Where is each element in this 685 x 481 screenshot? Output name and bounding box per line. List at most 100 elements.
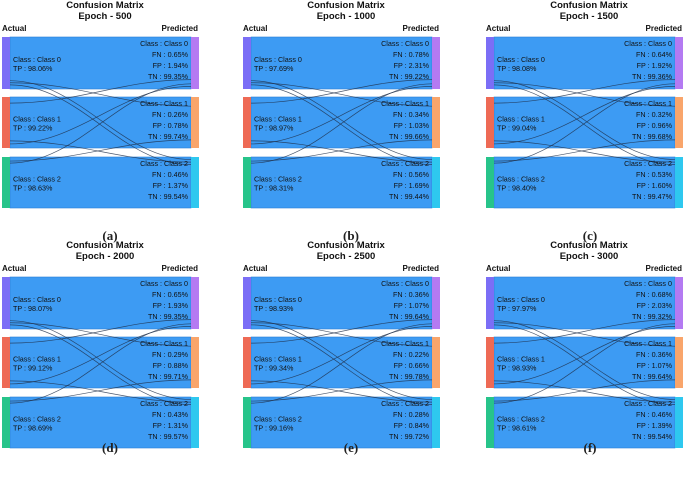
tn-value: TN : 99.57% [148, 432, 189, 441]
panel-caption: (f) [583, 440, 597, 455]
tn-value: TN : 99.54% [148, 192, 189, 201]
predicted-node-class-2 [675, 397, 683, 448]
tn-value: TN : 99.32% [632, 312, 673, 321]
fp-value: FP : 1.93% [153, 301, 189, 310]
predicted-node-class-0 [191, 37, 199, 89]
tn-value: TN : 99.64% [632, 372, 673, 381]
predicted-class-label: Class : Class 0 [140, 279, 188, 288]
fn-value: FN : 0.65% [152, 290, 189, 299]
predicted-node-class-1 [191, 337, 199, 388]
actual-class-label: Class : Class 2 [13, 175, 61, 184]
predicted-class-label: Class : Class 0 [624, 39, 672, 48]
fp-value: FP : 1.07% [637, 361, 673, 370]
chart-title: Confusion Matrix [550, 240, 628, 251]
predicted-class-label: Class : Class 1 [140, 339, 188, 348]
misclassification-link-2 [9, 319, 192, 344]
fp-value: FP : 1.31% [153, 421, 189, 430]
flow-band-class-2 [250, 156, 433, 209]
predicted-node-class-2 [432, 397, 440, 448]
tn-value: TN : 99.47% [632, 192, 673, 201]
actual-class-label: Class : Class 0 [254, 295, 302, 304]
flow-band-class-1 [9, 336, 192, 389]
tp-value: TP : 99.04% [497, 124, 537, 133]
chart-subtitle: Epoch - 3000 [560, 251, 619, 262]
fp-value: FP : 0.96% [637, 121, 673, 130]
actual-label: Actual [486, 264, 510, 273]
actual-class-label: Class : Class 2 [497, 175, 545, 184]
misclassification-link-2 [493, 319, 676, 344]
fp-value: FP : 0.78% [153, 121, 189, 130]
fn-value: FN : 0.43% [152, 410, 189, 419]
actual-node-class-1 [243, 97, 251, 148]
flow-band-class-2 [250, 396, 433, 449]
actual-class-label: Class : Class 2 [254, 415, 302, 424]
tp-value: TP : 99.12% [13, 364, 53, 373]
actual-node-class-0 [2, 277, 10, 329]
chart-title: Confusion Matrix [307, 0, 385, 11]
tn-value: TN : 99.66% [389, 132, 430, 141]
tp-value: TP : 98.93% [254, 304, 294, 313]
chart-subtitle: Epoch - 1000 [317, 11, 376, 22]
actual-class-label: Class : Class 2 [497, 415, 545, 424]
tp-value: TP : 98.40% [497, 184, 537, 193]
predicted-class-label: Class : Class 1 [624, 99, 672, 108]
predicted-label: Predicted [162, 24, 199, 33]
predicted-node-class-1 [191, 97, 199, 148]
actual-node-class-2 [2, 397, 10, 448]
chart-subtitle: Epoch - 500 [78, 11, 131, 22]
flow-band-class-2 [493, 396, 676, 449]
misclassification-link-7 [9, 86, 192, 145]
actual-class-label: Class : Class 1 [497, 355, 545, 364]
predicted-node-class-1 [675, 337, 683, 388]
tn-value: TN : 99.64% [389, 312, 430, 321]
misclassification-link-7 [250, 326, 433, 385]
tp-value: TP : 98.61% [497, 424, 537, 433]
confusion-panel-e: Confusion Matrix Epoch - 2500 Actual Predic… [243, 240, 443, 470]
fn-value: FN : 0.26% [152, 110, 189, 119]
actual-node-class-1 [2, 337, 10, 388]
tn-value: TN : 99.36% [632, 72, 673, 81]
predicted-class-label: Class : Class 2 [140, 159, 188, 168]
flow-band-class-0 [493, 276, 676, 330]
predicted-node-class-1 [432, 337, 440, 388]
actual-class-label: Class : Class 2 [254, 175, 302, 184]
flow-band-class-1 [9, 96, 192, 149]
panel-caption: (c) [582, 228, 598, 243]
predicted-node-class-1 [675, 97, 683, 148]
chart-subtitle: Epoch - 1500 [560, 11, 619, 22]
misclassification-link-7 [493, 326, 676, 385]
predicted-node-class-0 [432, 37, 440, 89]
misclassification-link-6 [9, 320, 192, 400]
predicted-class-label: Class : Class 2 [624, 399, 672, 408]
fp-value: FP : 0.84% [394, 421, 430, 430]
tn-value: TN : 99.72% [389, 432, 430, 441]
predicted-label: Predicted [646, 24, 683, 33]
fn-value: FN : 0.34% [393, 110, 430, 119]
actual-class-label: Class : Class 0 [254, 55, 302, 64]
tn-value: TN : 99.35% [148, 312, 189, 321]
actual-label: Actual [2, 24, 26, 33]
confusion-panel-f: Confusion Matrix Epoch - 3000 Actual Predic… [486, 240, 685, 470]
misclassification-link-7 [493, 86, 676, 145]
tp-value: TP : 98.93% [497, 364, 537, 373]
actual-label: Actual [486, 24, 510, 33]
misclassification-link-4 [9, 83, 192, 164]
tn-value: TN : 99.22% [389, 72, 430, 81]
actual-node-class-2 [243, 397, 251, 448]
tp-value: TP : 98.08% [497, 64, 537, 73]
misclassification-link-6 [493, 80, 676, 160]
tp-value: TP : 99.16% [254, 424, 294, 433]
tp-value: TP : 98.69% [13, 424, 53, 433]
misclassification-link-5 [493, 379, 676, 402]
predicted-class-label: Class : Class 2 [140, 399, 188, 408]
misclassification-link-6 [493, 320, 676, 400]
predicted-class-label: Class : Class 2 [381, 399, 429, 408]
tp-value: TP : 98.97% [254, 124, 294, 133]
tp-value: TP : 99.34% [254, 364, 294, 373]
fp-value: FP : 1.07% [394, 301, 430, 310]
tn-value: TN : 99.74% [148, 132, 189, 141]
actual-class-label: Class : Class 2 [13, 415, 61, 424]
predicted-node-class-0 [432, 277, 440, 329]
actual-node-class-0 [486, 277, 494, 329]
